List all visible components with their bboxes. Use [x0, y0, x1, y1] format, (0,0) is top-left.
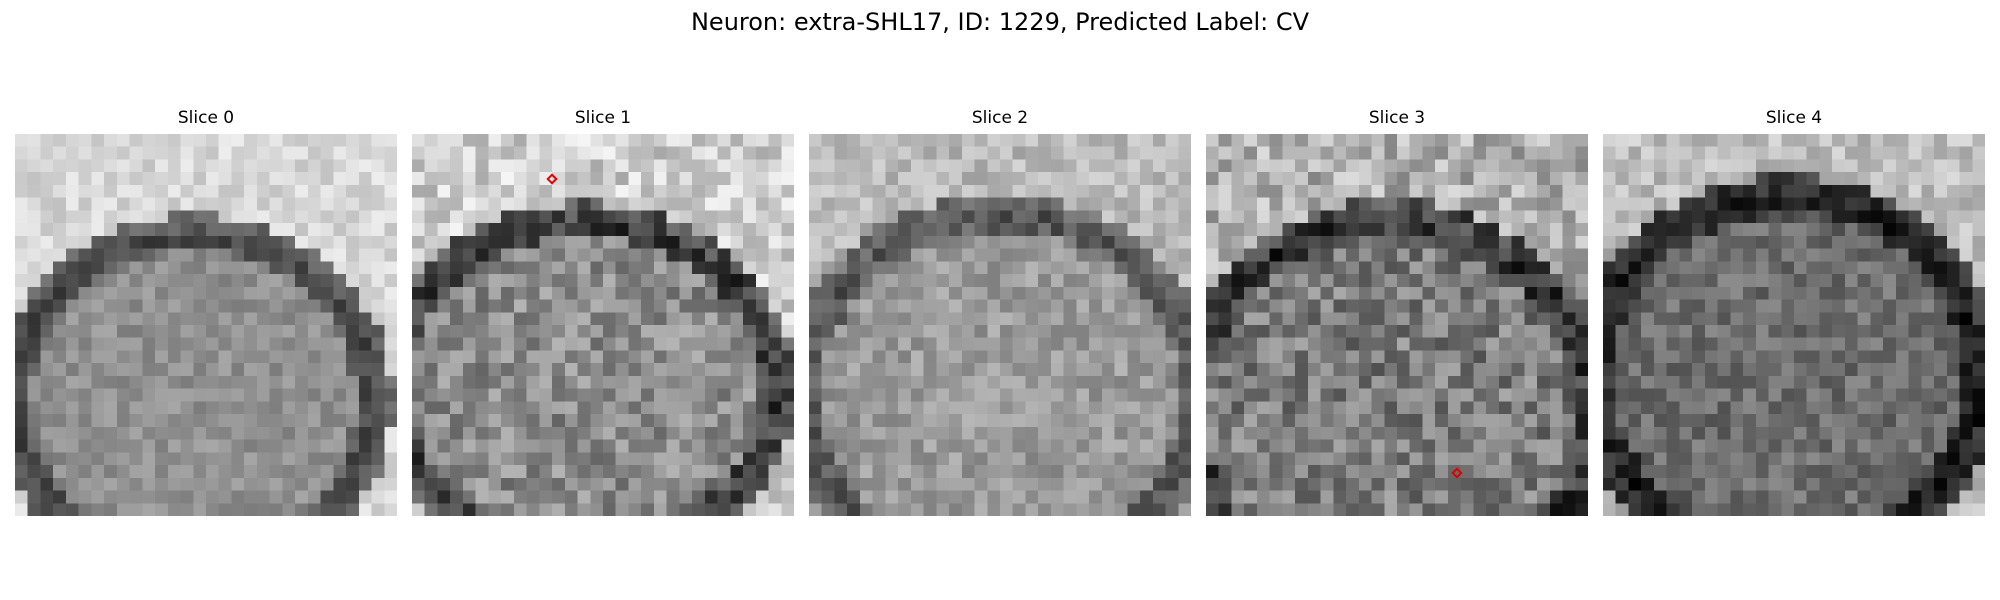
slice-title-2: Slice 2 — [971, 108, 1029, 128]
slice-panel-3: Slice 3 — [1206, 107, 1588, 516]
slice-image-0 — [15, 134, 397, 516]
slice-panel-0: Slice 0 — [15, 107, 397, 516]
slice-image-3 — [1206, 134, 1588, 516]
slice-title-3: Slice 3 — [1368, 108, 1426, 128]
slice-panel-2: Slice 2 — [809, 107, 1191, 516]
slice-panel-4: Slice 4 — [1603, 107, 1985, 516]
slice-image-2 — [809, 134, 1191, 516]
figure-title: Neuron: extra-SHL17, ID: 1229, Predicted… — [690, 8, 1310, 36]
slice-title-1: Slice 1 — [574, 108, 632, 128]
slice-panel-1: Slice 1 — [412, 107, 794, 516]
slice-title-4: Slice 4 — [1765, 108, 1823, 128]
slice-title-0: Slice 0 — [177, 108, 235, 128]
slice-image-4 — [1603, 134, 1985, 516]
slice-image-1 — [412, 134, 794, 516]
